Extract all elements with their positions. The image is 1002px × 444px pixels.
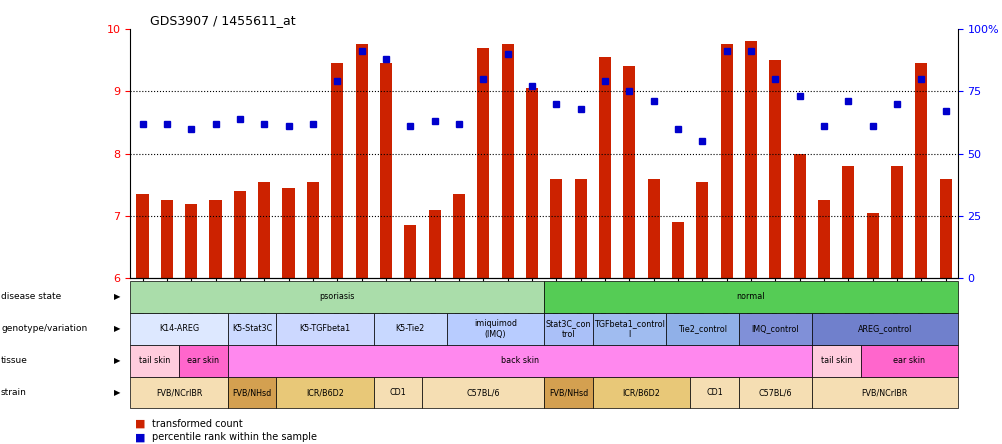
Text: ICR/B6D2: ICR/B6D2 (306, 388, 344, 397)
Bar (671, 222, 683, 278)
Text: GDS3907 / 1455611_at: GDS3907 / 1455611_at (150, 14, 296, 27)
Bar (331, 63, 343, 278)
Bar (355, 44, 368, 278)
Text: K14-AREG: K14-AREG (159, 325, 199, 333)
Text: FVB/NHsd: FVB/NHsd (548, 388, 587, 397)
Text: ▶: ▶ (114, 357, 120, 365)
Bar (939, 178, 951, 278)
Text: transformed count: transformed count (152, 419, 242, 429)
Text: FVB/NCrIBR: FVB/NCrIBR (861, 388, 907, 397)
Text: ear skin: ear skin (893, 357, 924, 365)
Text: back skin: back skin (500, 357, 538, 365)
Bar (817, 200, 830, 278)
Bar (428, 210, 440, 278)
Text: strain: strain (1, 388, 27, 397)
Text: disease state: disease state (1, 293, 61, 301)
Text: psoriasis: psoriasis (320, 293, 355, 301)
Text: ear skin: ear skin (187, 357, 219, 365)
Text: IMQ_control: IMQ_control (750, 325, 799, 333)
Bar (719, 44, 732, 278)
Text: tail skin: tail skin (139, 357, 170, 365)
Bar (136, 194, 148, 278)
Text: FVB/NCrIBR: FVB/NCrIBR (155, 388, 202, 397)
Bar (453, 194, 465, 278)
Bar (695, 182, 707, 278)
Bar (185, 203, 197, 278)
Bar (404, 226, 416, 278)
Text: imiquimod
(IMQ): imiquimod (IMQ) (474, 319, 516, 339)
Text: ▶: ▶ (114, 388, 120, 397)
Bar (550, 178, 562, 278)
Bar (525, 88, 537, 278)
Text: percentile rank within the sample: percentile rank within the sample (152, 432, 318, 442)
Bar (209, 200, 221, 278)
Text: ▶: ▶ (114, 325, 120, 333)
Bar (793, 154, 805, 278)
Text: Tie2_control: Tie2_control (677, 325, 726, 333)
Bar (160, 200, 172, 278)
Text: ■: ■ (135, 419, 145, 429)
Bar (283, 188, 295, 278)
Text: K5-Tie2: K5-Tie2 (395, 325, 425, 333)
Text: AREG_control: AREG_control (857, 325, 911, 333)
Text: tail skin: tail skin (820, 357, 851, 365)
Bar (744, 41, 757, 278)
Text: FVB/NHsd: FVB/NHsd (232, 388, 272, 397)
Text: TGFbeta1_control
l: TGFbeta1_control l (593, 319, 664, 339)
Text: Stat3C_con
trol: Stat3C_con trol (545, 319, 590, 339)
Text: C57BL/6: C57BL/6 (466, 388, 500, 397)
Bar (307, 182, 319, 278)
Bar (501, 44, 513, 278)
Text: genotype/variation: genotype/variation (1, 325, 87, 333)
Bar (233, 191, 245, 278)
Bar (574, 178, 586, 278)
Bar (647, 178, 659, 278)
Text: C57BL/6: C57BL/6 (758, 388, 792, 397)
Bar (842, 166, 854, 278)
Text: normal: normal (736, 293, 765, 301)
Text: ■: ■ (135, 432, 145, 442)
Bar (890, 166, 902, 278)
Text: tissue: tissue (1, 357, 28, 365)
Bar (598, 57, 610, 278)
Bar (915, 63, 927, 278)
Bar (866, 213, 878, 278)
Text: ICR/B6D2: ICR/B6D2 (622, 388, 659, 397)
Text: CD1: CD1 (390, 388, 406, 397)
Text: CD1: CD1 (705, 388, 722, 397)
Bar (622, 66, 634, 278)
Text: K5-TGFbeta1: K5-TGFbeta1 (300, 325, 351, 333)
Bar (769, 60, 781, 278)
Text: ▶: ▶ (114, 293, 120, 301)
Bar (258, 182, 271, 278)
Bar (477, 48, 489, 278)
Bar (380, 63, 392, 278)
Text: K5-Stat3C: K5-Stat3C (231, 325, 272, 333)
